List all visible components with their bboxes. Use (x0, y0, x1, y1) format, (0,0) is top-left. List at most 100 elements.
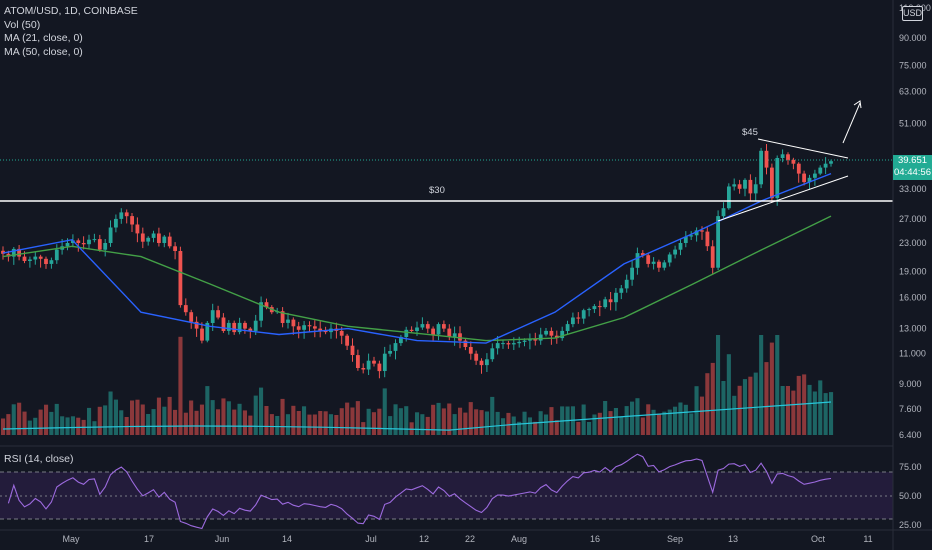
candle-body (210, 310, 215, 323)
candle-body (571, 317, 575, 325)
volume-bar (479, 410, 484, 435)
candle-body (54, 249, 59, 261)
time-tick-label: 17 (144, 534, 154, 544)
candle-body (259, 302, 263, 321)
candle-body (173, 246, 177, 251)
candle-body (468, 347, 473, 354)
time-tick-label: Jul (365, 534, 377, 544)
candle-body (463, 340, 468, 347)
price-tick-label: 90.000 (899, 33, 927, 43)
volume-bar (318, 411, 323, 435)
volume-bar (517, 421, 522, 435)
time-tick-label: 13 (728, 534, 738, 544)
rsi-indicator-label[interactable]: RSI (14, close) (4, 453, 74, 465)
volume-bar (87, 407, 92, 435)
candle-body (780, 154, 785, 158)
candle-body (377, 363, 382, 372)
volume-bar (339, 408, 344, 435)
candle-body (350, 345, 355, 355)
volume-bar (264, 406, 269, 435)
volume-bar (452, 414, 457, 435)
volume-bar (54, 403, 59, 435)
time-tick-label: May (62, 534, 80, 544)
volume-bar (716, 335, 721, 435)
candle-body (103, 243, 108, 250)
candle-body (114, 218, 118, 228)
triangle-upper-line[interactable] (757, 138, 849, 159)
volume-bar (382, 388, 387, 435)
volume-bar (189, 400, 194, 435)
candle-body (786, 154, 790, 160)
volume-bar (726, 354, 731, 435)
volume-bar (544, 414, 549, 435)
volume-bar (178, 336, 183, 435)
time-tick-label: 12 (419, 534, 429, 544)
candle-body (748, 179, 753, 194)
indicator-volume-label[interactable]: Vol (50) (4, 18, 41, 31)
candle-body (753, 184, 758, 194)
volume-bar (194, 410, 199, 435)
volume-bar (678, 402, 683, 435)
last-price-tag: 39.651 04:44:56 (893, 155, 932, 180)
volume-bar (33, 417, 38, 435)
volume-bar (173, 409, 178, 435)
volume-bar (775, 335, 780, 435)
time-axis-labels[interactable]: May 17 Jun 14 Jul 12 22 Aug 16 Sep 13 Oct 11 (62, 534, 872, 544)
candle-body (673, 249, 677, 255)
time-tick-label: 22 (465, 534, 475, 544)
candle-body (479, 360, 484, 366)
volume-bar (667, 409, 672, 435)
symbol-title[interactable]: ATOM/USD, 1D, COINBASE (4, 5, 138, 17)
candle-body (151, 233, 156, 238)
volume-bar (65, 417, 70, 435)
indicator-ma50-label[interactable]: MA (50, close, 0) (4, 45, 83, 58)
volume-bar (640, 417, 645, 435)
price-pane[interactable]: $30 $45 (0, 100, 893, 379)
volume-bar (646, 404, 651, 435)
volume-bar (205, 386, 210, 435)
price-tick-label: 63.000 (899, 87, 927, 97)
candle-body (813, 173, 817, 178)
price-tick-label: 23.000 (899, 238, 927, 248)
volume-bar (780, 386, 785, 435)
volume-bar (232, 409, 237, 435)
currency-badge[interactable]: USD (902, 6, 923, 21)
candle-body (313, 326, 317, 329)
price-tick-label: 7.600 (899, 404, 922, 414)
candle-body (501, 343, 505, 345)
candle-body (49, 260, 54, 264)
candle-body (431, 328, 435, 335)
candle-body (678, 243, 683, 250)
volume-bar (388, 416, 393, 435)
candle-body (178, 251, 183, 306)
volume-bar (334, 415, 339, 435)
candle-body (818, 167, 823, 174)
volume-bar (345, 402, 350, 435)
price-axis-labels[interactable]: 110.00090.00075.00063.00051.00039.00033.… (899, 3, 931, 440)
volume-pane (1, 335, 834, 435)
volume-bar (167, 396, 172, 435)
indicator-ma21-label[interactable]: MA (21, close, 0) (4, 32, 83, 44)
volume-bar (269, 414, 274, 435)
volume-bar (398, 408, 403, 435)
candle-body (200, 328, 204, 341)
volume-bar (533, 421, 538, 435)
volume-bar (377, 408, 382, 435)
volume-bar (742, 379, 747, 435)
triangle-lower-line[interactable] (717, 175, 849, 222)
candle-body (17, 248, 21, 257)
price-tick-label: 75.000 (899, 61, 927, 71)
volume-bars (1, 335, 834, 435)
candle-body (770, 167, 774, 199)
volume-bar (420, 414, 425, 435)
candle-body (323, 330, 328, 333)
breakout-arrow[interactable] (842, 102, 861, 144)
candle-body (92, 239, 97, 241)
volume-bar (484, 411, 489, 435)
volume-bar (807, 384, 812, 435)
candle-body (393, 343, 398, 351)
candle-body (280, 311, 285, 323)
breakout-arrow-head (853, 100, 862, 109)
candle-body (11, 248, 16, 257)
